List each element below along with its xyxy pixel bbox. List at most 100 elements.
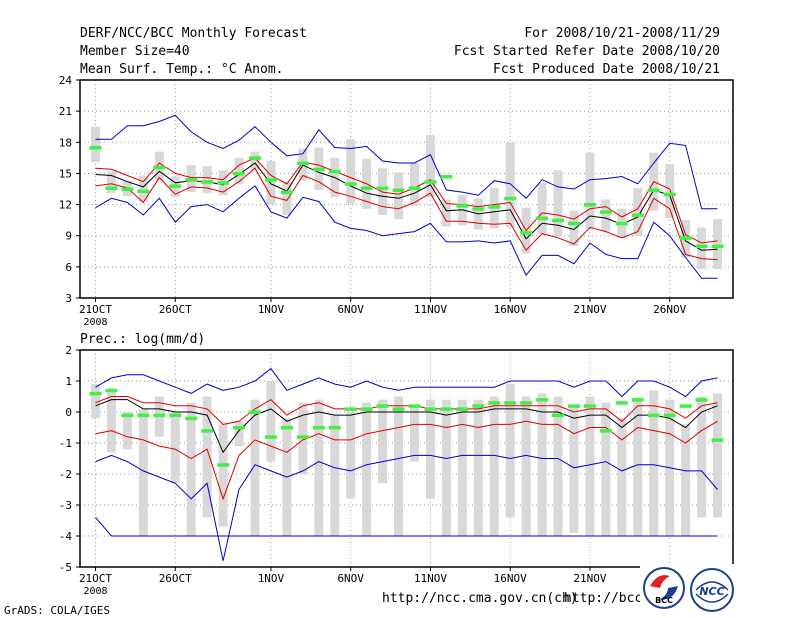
median-marker — [583, 203, 596, 207]
x-tick-label: 26NOV — [653, 303, 686, 316]
median-marker — [344, 182, 357, 186]
median-marker — [424, 407, 437, 411]
median-marker — [249, 156, 261, 160]
x-tick-label: 1NOV — [258, 572, 285, 585]
median-marker — [376, 186, 389, 190]
y-tick-label: 12 — [59, 199, 72, 212]
spread-box — [521, 396, 531, 536]
spread-box — [665, 164, 675, 219]
median-marker — [280, 190, 293, 195]
y-tick-label: 21 — [59, 105, 72, 118]
series-line-upper — [95, 396, 718, 425]
median-marker — [328, 426, 341, 430]
spread-box — [362, 402, 372, 536]
median-marker — [249, 410, 261, 414]
spread-box — [346, 412, 356, 499]
median-marker — [121, 187, 134, 191]
median-marker — [615, 401, 628, 405]
series-line-min — [95, 454, 718, 561]
precip-chart-title: Prec.: log(mm/d) — [80, 332, 206, 347]
member-size: Member Size=40 — [80, 44, 190, 59]
median-marker — [599, 429, 612, 433]
median-marker — [408, 404, 421, 408]
median-marker — [153, 413, 166, 418]
median-marker — [233, 171, 246, 176]
spread-box — [266, 381, 276, 462]
y-tick-label: 9 — [65, 230, 72, 243]
spread-box — [569, 210, 579, 247]
year-label: 2008 — [83, 317, 107, 328]
bcc-logo-text: BCC — [655, 596, 673, 605]
year-label: 2008 — [83, 586, 107, 597]
median-marker — [217, 181, 230, 185]
y-tick-label: -1 — [59, 437, 72, 450]
x-tick-label: 6NOV — [337, 572, 364, 585]
median-marker — [552, 218, 565, 223]
series-line-lower — [95, 167, 718, 261]
series-line-max — [95, 114, 718, 210]
spread-box — [138, 175, 148, 202]
series-line-floor — [95, 517, 718, 537]
ncc-logo-text: NCC — [699, 585, 724, 598]
median-marker — [105, 388, 118, 393]
median-marker — [615, 221, 628, 226]
y-tick-label: -3 — [59, 499, 72, 512]
spread-box — [378, 399, 388, 484]
median-marker — [296, 161, 309, 166]
spread-box — [553, 396, 563, 536]
y-tick-label: -2 — [59, 468, 72, 481]
spread-box — [170, 412, 180, 484]
median-marker — [695, 244, 708, 249]
median-marker — [280, 426, 293, 430]
spread-box — [713, 219, 723, 269]
spread-box — [601, 402, 611, 536]
median-marker — [679, 236, 692, 240]
spread-box — [122, 412, 132, 450]
started-date: Fcst Started Refer Date 2008/10/20 — [453, 44, 720, 59]
median-marker — [568, 221, 580, 226]
y-tick-label: 0 — [65, 406, 72, 419]
median-marker — [488, 205, 501, 209]
spread-box — [394, 396, 404, 536]
spread-box — [314, 399, 324, 536]
spread-box — [697, 227, 707, 269]
x-tick-label: 21NOV — [573, 572, 606, 585]
spread-box — [601, 199, 611, 232]
precipitation-chart: -5 -4 -3 -2 -1 0 1 2 21OCT 26OCT 1NOV 6NOV 11NOV 16NO… — [59, 344, 734, 597]
spread-box — [234, 421, 244, 447]
spread-box — [234, 157, 244, 184]
spread-box — [585, 152, 595, 229]
spread-box — [250, 399, 260, 536]
median-marker — [504, 196, 517, 201]
ncc-link[interactable]: http://ncc.cma.gov.cn(ch) — [382, 591, 578, 606]
spread-box — [250, 151, 260, 170]
median-marker — [392, 407, 405, 411]
x-tick-label: 21NOV — [573, 303, 606, 316]
median-marker — [169, 184, 182, 188]
median-marker — [169, 413, 182, 418]
median-marker — [536, 216, 549, 221]
y-tick-label: 6 — [65, 261, 72, 274]
bcc-logo-icon: BCC — [643, 567, 685, 609]
spread-box — [505, 142, 515, 228]
x-tick-label: 26OCT — [159, 572, 192, 585]
series-line-upper — [95, 157, 718, 244]
median-marker — [472, 207, 485, 211]
spread-box — [633, 187, 643, 236]
median-marker — [647, 413, 660, 418]
median-marker — [296, 435, 309, 439]
plot-frame — [79, 349, 734, 568]
bcc-link[interactable]: http://bcc.c — [564, 591, 658, 606]
x-tick-label: 26OCT — [159, 303, 192, 316]
spread-box — [186, 402, 196, 536]
median-marker — [456, 407, 469, 411]
y-tick-label: -5 — [59, 561, 72, 574]
spread-box — [537, 393, 547, 536]
median-marker — [376, 404, 389, 408]
median-marker — [137, 413, 150, 418]
spread-box — [394, 172, 404, 220]
median-marker — [440, 407, 453, 411]
median-marker — [695, 398, 708, 402]
median-marker — [312, 426, 325, 430]
series-line-lower — [95, 420, 718, 501]
